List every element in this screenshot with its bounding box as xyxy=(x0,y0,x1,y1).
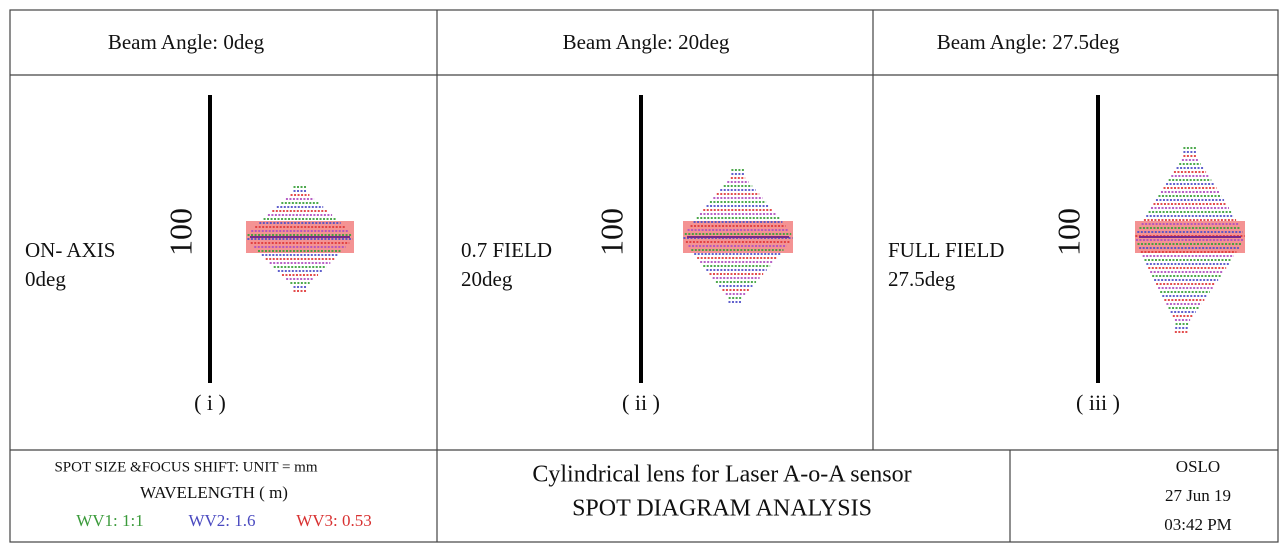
field-label: 27.5deg xyxy=(888,267,956,291)
legend-wv2: WV2: 1.6 xyxy=(188,511,255,530)
panel-header: Beam Angle: 0deg xyxy=(108,30,265,54)
panel-header: Beam Angle: 20deg xyxy=(563,30,730,54)
footer-text: 27 Jun 19 xyxy=(1165,486,1231,505)
footer-text: 03:42 PM xyxy=(1164,515,1232,534)
outer-border xyxy=(9,9,1279,543)
field-label: 0deg xyxy=(25,267,66,291)
spot-diagrams xyxy=(246,147,1245,333)
footer-title: SPOT DIAGRAM ANALYSIS xyxy=(572,496,872,522)
legend-wv1: WV1: 1:1 xyxy=(76,511,144,530)
panel-index: ( iii ) xyxy=(1076,390,1120,415)
scale-label: 100 xyxy=(1050,208,1086,256)
panel-header: Beam Angle: 27.5deg xyxy=(937,30,1120,54)
field-label: FULL FIELD xyxy=(888,238,1004,262)
field-label: 0.7 FIELD xyxy=(461,238,552,262)
footer-text: SPOT SIZE &FOCUS SHIFT: UNIT = mm xyxy=(54,459,317,475)
legend-wv3: WV3: 0.53 xyxy=(296,511,372,530)
footer-text: OSLO xyxy=(1176,457,1220,476)
scale-label: 100 xyxy=(593,208,629,256)
field-label: 20deg xyxy=(461,267,513,291)
panel-index: ( i ) xyxy=(194,390,226,415)
footer-text: WAVELENGTH ( m) xyxy=(140,483,288,502)
panel-index: ( ii ) xyxy=(622,390,660,415)
footer-title: Cylindrical lens for Laser A-o-A sensor xyxy=(532,462,911,488)
scale-label: 100 xyxy=(162,208,198,256)
field-label: ON- AXIS xyxy=(25,238,115,262)
